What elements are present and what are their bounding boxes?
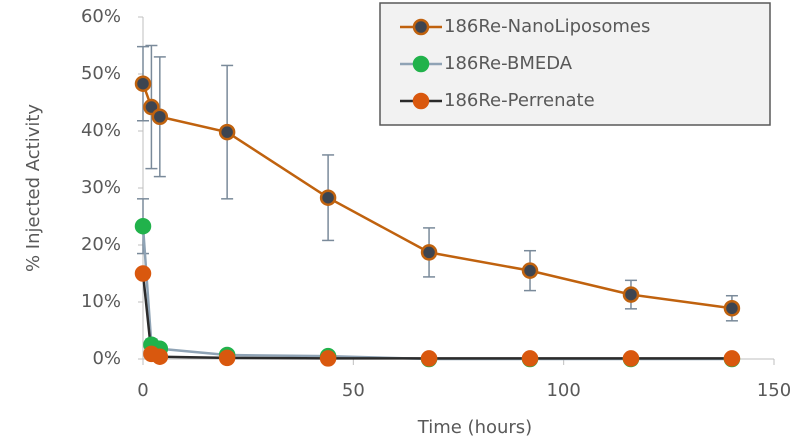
data-point (134, 265, 152, 282)
data-point (319, 189, 337, 206)
data-point (622, 350, 640, 367)
data-point (151, 348, 169, 365)
x-tick-label: 150 (757, 380, 791, 401)
y-tick-label: 30% (81, 177, 121, 198)
legend-label: 186Re-NanoLiposomes (444, 16, 650, 37)
y-tick-label: 50% (81, 63, 121, 84)
data-point (218, 349, 236, 367)
x-axis-label: Time (hours) (417, 417, 532, 438)
data-point (521, 350, 539, 367)
y-axis-label: % Injected Activity (23, 104, 44, 272)
data-point (319, 350, 337, 367)
y-tick-label: 60% (81, 6, 121, 27)
data-point (723, 300, 741, 317)
series-line (141, 226, 732, 361)
data-point (521, 262, 539, 279)
series-line (141, 273, 732, 360)
data-point (723, 350, 741, 367)
x-tick-label: 100 (546, 380, 580, 401)
x-tick-label: 50 (342, 380, 365, 401)
data-point (622, 286, 640, 303)
legend-label: 186Re-Perrenate (444, 90, 595, 111)
legend-marker (412, 92, 430, 110)
data-point (218, 123, 236, 141)
x-tick-label: 0 (137, 380, 148, 401)
legend-marker (412, 18, 430, 36)
data-point (134, 75, 152, 92)
legend-box (379, 2, 771, 126)
data-point (134, 217, 152, 235)
data-point (420, 244, 438, 261)
data-point (420, 350, 438, 367)
legend-marker (412, 55, 430, 73)
y-tick-label: 10% (81, 291, 121, 312)
legend-label: 186Re-BMEDA (444, 53, 573, 74)
y-tick-label: 20% (81, 234, 121, 255)
y-tick-label: 40% (81, 120, 121, 141)
y-tick-label: 0% (92, 348, 121, 369)
data-point (151, 108, 169, 125)
